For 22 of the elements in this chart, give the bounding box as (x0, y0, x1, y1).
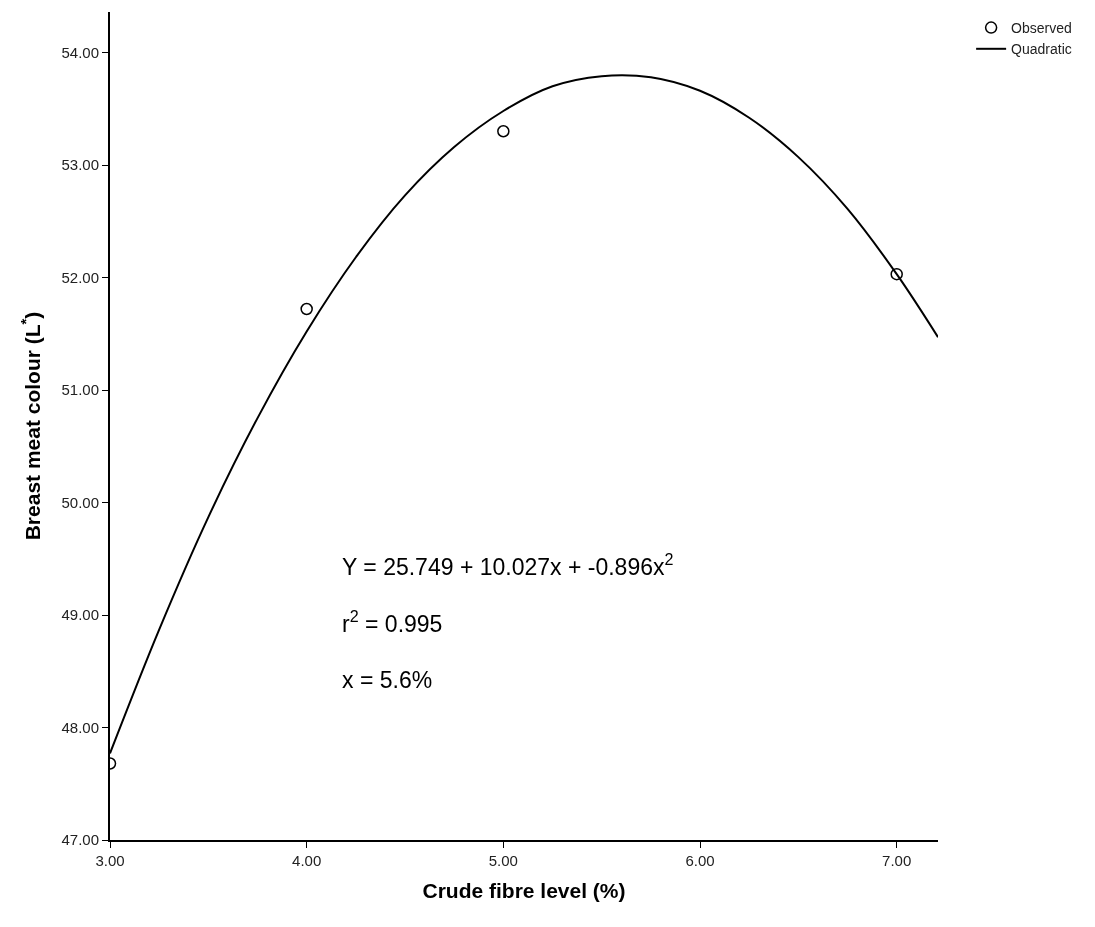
x-tick-label: 7.00 (882, 852, 912, 869)
x-tick-label: 5.00 (488, 852, 518, 869)
annotation: x = 5.6% (342, 667, 433, 693)
y-tick-label: 53.00 (61, 156, 99, 174)
y-tick-label: 50.00 (61, 493, 99, 511)
point (497, 125, 510, 138)
y-tick-label: 48.00 (61, 718, 99, 736)
annotation: Y = 25.749 + 10.027x + -0.896x$^{2}$ (342, 550, 674, 580)
annotation: r$^{2}$ = 0.995 (342, 607, 443, 637)
point (890, 267, 903, 281)
x-tick-label: 3.00 (95, 852, 125, 869)
legend-label: Quadratic (1011, 41, 1072, 58)
x-axis-title: Crude fibre level (%) (422, 878, 626, 902)
point (300, 302, 313, 316)
y-tick-label: 49.00 (61, 606, 99, 624)
y-tick-label: 47.00 (61, 831, 99, 849)
legend-label: Observed (1011, 20, 1072, 37)
y-tick-label: 51.00 (61, 381, 99, 399)
x-tick-label: 6.00 (685, 852, 715, 869)
y-tick-label: 54.00 (61, 43, 99, 61)
y-tick-label: 52.00 (61, 268, 99, 286)
x-tick-label: 4.00 (292, 852, 322, 869)
